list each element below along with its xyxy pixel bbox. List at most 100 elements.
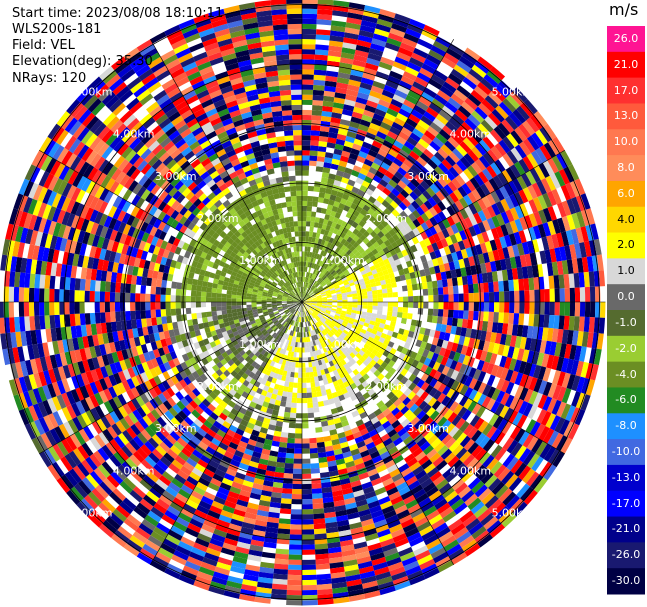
velocity-gate	[314, 548, 329, 555]
velocity-gate	[474, 142, 487, 156]
velocity-gate	[332, 153, 342, 161]
velocity-gate	[352, 321, 359, 327]
velocity-gate	[382, 269, 389, 276]
velocity-gate	[416, 410, 427, 421]
velocity-gate	[371, 329, 378, 335]
velocity-gate	[119, 417, 131, 430]
velocity-gate	[433, 380, 443, 391]
velocity-gate	[377, 230, 385, 239]
velocity-gate	[432, 390, 442, 401]
velocity-gate	[541, 327, 549, 341]
velocity-gate	[24, 423, 37, 440]
velocity-gate	[349, 74, 363, 83]
velocity-gate	[64, 314, 71, 327]
velocity-gate	[223, 369, 231, 378]
velocity-gate	[140, 310, 147, 319]
velocity-gate	[440, 448, 453, 460]
velocity-gate	[302, 8, 318, 15]
velocity-gate	[542, 222, 552, 237]
velocity-gate	[10, 332, 18, 348]
velocity-gate	[368, 47, 384, 57]
velocity-gate	[227, 400, 236, 409]
velocity-gate	[195, 481, 208, 492]
velocity-gate	[408, 296, 414, 302]
velocity-gate	[335, 458, 346, 466]
velocity-gate	[361, 291, 368, 296]
velocity-gate	[302, 266, 304, 272]
velocity-gate	[455, 447, 468, 460]
velocity-gate	[151, 278, 158, 287]
velocity-gate	[551, 328, 559, 343]
velocity-gate	[437, 176, 448, 188]
velocity-gate	[347, 84, 360, 92]
velocity-gate	[150, 294, 156, 302]
velocity-gate	[252, 529, 266, 537]
velocity-gate	[336, 291, 342, 295]
velocity-gate	[115, 420, 127, 433]
velocity-gate	[294, 448, 302, 454]
velocity-gate	[337, 303, 343, 307]
velocity-gate	[274, 425, 283, 432]
velocity-gate	[471, 146, 483, 159]
velocity-gate	[313, 523, 326, 530]
velocity-gate	[471, 110, 485, 124]
velocity-gate	[324, 278, 330, 283]
velocity-gate	[441, 56, 457, 69]
velocity-gate	[560, 184, 572, 201]
velocity-gate	[115, 321, 123, 332]
velocity-gate	[375, 442, 386, 451]
velocity-gate	[313, 253, 318, 259]
velocity-gate	[354, 346, 361, 353]
velocity-gate	[163, 361, 172, 371]
velocity-gate	[373, 28, 390, 38]
velocity-gate	[256, 509, 269, 517]
velocity-gate	[276, 347, 282, 353]
velocity-gate	[288, 306, 293, 309]
velocity-gate	[386, 556, 402, 567]
velocity-gate	[349, 260, 356, 267]
velocity-gate	[321, 486, 333, 494]
velocity-gate	[343, 281, 350, 286]
velocity-gate	[34, 315, 41, 331]
velocity-gate	[502, 345, 510, 357]
velocity-gate	[310, 285, 315, 291]
velocity-gate	[346, 360, 353, 368]
velocity-gate	[403, 158, 414, 169]
velocity-gate	[477, 393, 487, 406]
velocity-gate	[272, 307, 278, 310]
velocity-gate	[170, 375, 179, 385]
velocity-gate	[324, 511, 337, 519]
velocity-gate	[551, 261, 559, 276]
velocity-gate	[117, 393, 127, 406]
velocity-gate	[331, 279, 338, 285]
velocity-gate	[447, 518, 463, 532]
velocity-gate	[236, 298, 242, 302]
velocity-gate	[370, 416, 380, 425]
velocity-gate	[356, 231, 363, 239]
velocity-gate	[398, 328, 405, 335]
velocity-gate	[251, 367, 258, 375]
velocity-gate	[87, 335, 95, 348]
velocity-gate	[47, 413, 59, 429]
velocity-gate	[450, 498, 465, 511]
velocity-gate	[334, 401, 342, 408]
velocity-gate	[491, 203, 501, 216]
velocity-gate	[512, 347, 520, 360]
velocity-gate	[302, 44, 316, 50]
velocity-gate	[288, 324, 292, 330]
velocity-gate	[339, 333, 346, 340]
velocity-gate	[13, 286, 20, 302]
velocity-gate	[500, 367, 509, 380]
velocity-gate	[206, 311, 213, 318]
velocity-gate	[257, 504, 270, 512]
velocity-gate	[431, 337, 439, 346]
velocity-gate	[239, 588, 257, 597]
velocity-gate	[223, 537, 238, 547]
velocity-gate	[322, 302, 328, 304]
velocity-gate	[79, 313, 86, 326]
velocity-gate	[272, 338, 278, 345]
velocity-gate	[30, 330, 38, 345]
velocity-gate	[364, 247, 372, 255]
velocity-gate	[461, 121, 474, 134]
velocity-gate	[314, 317, 319, 322]
